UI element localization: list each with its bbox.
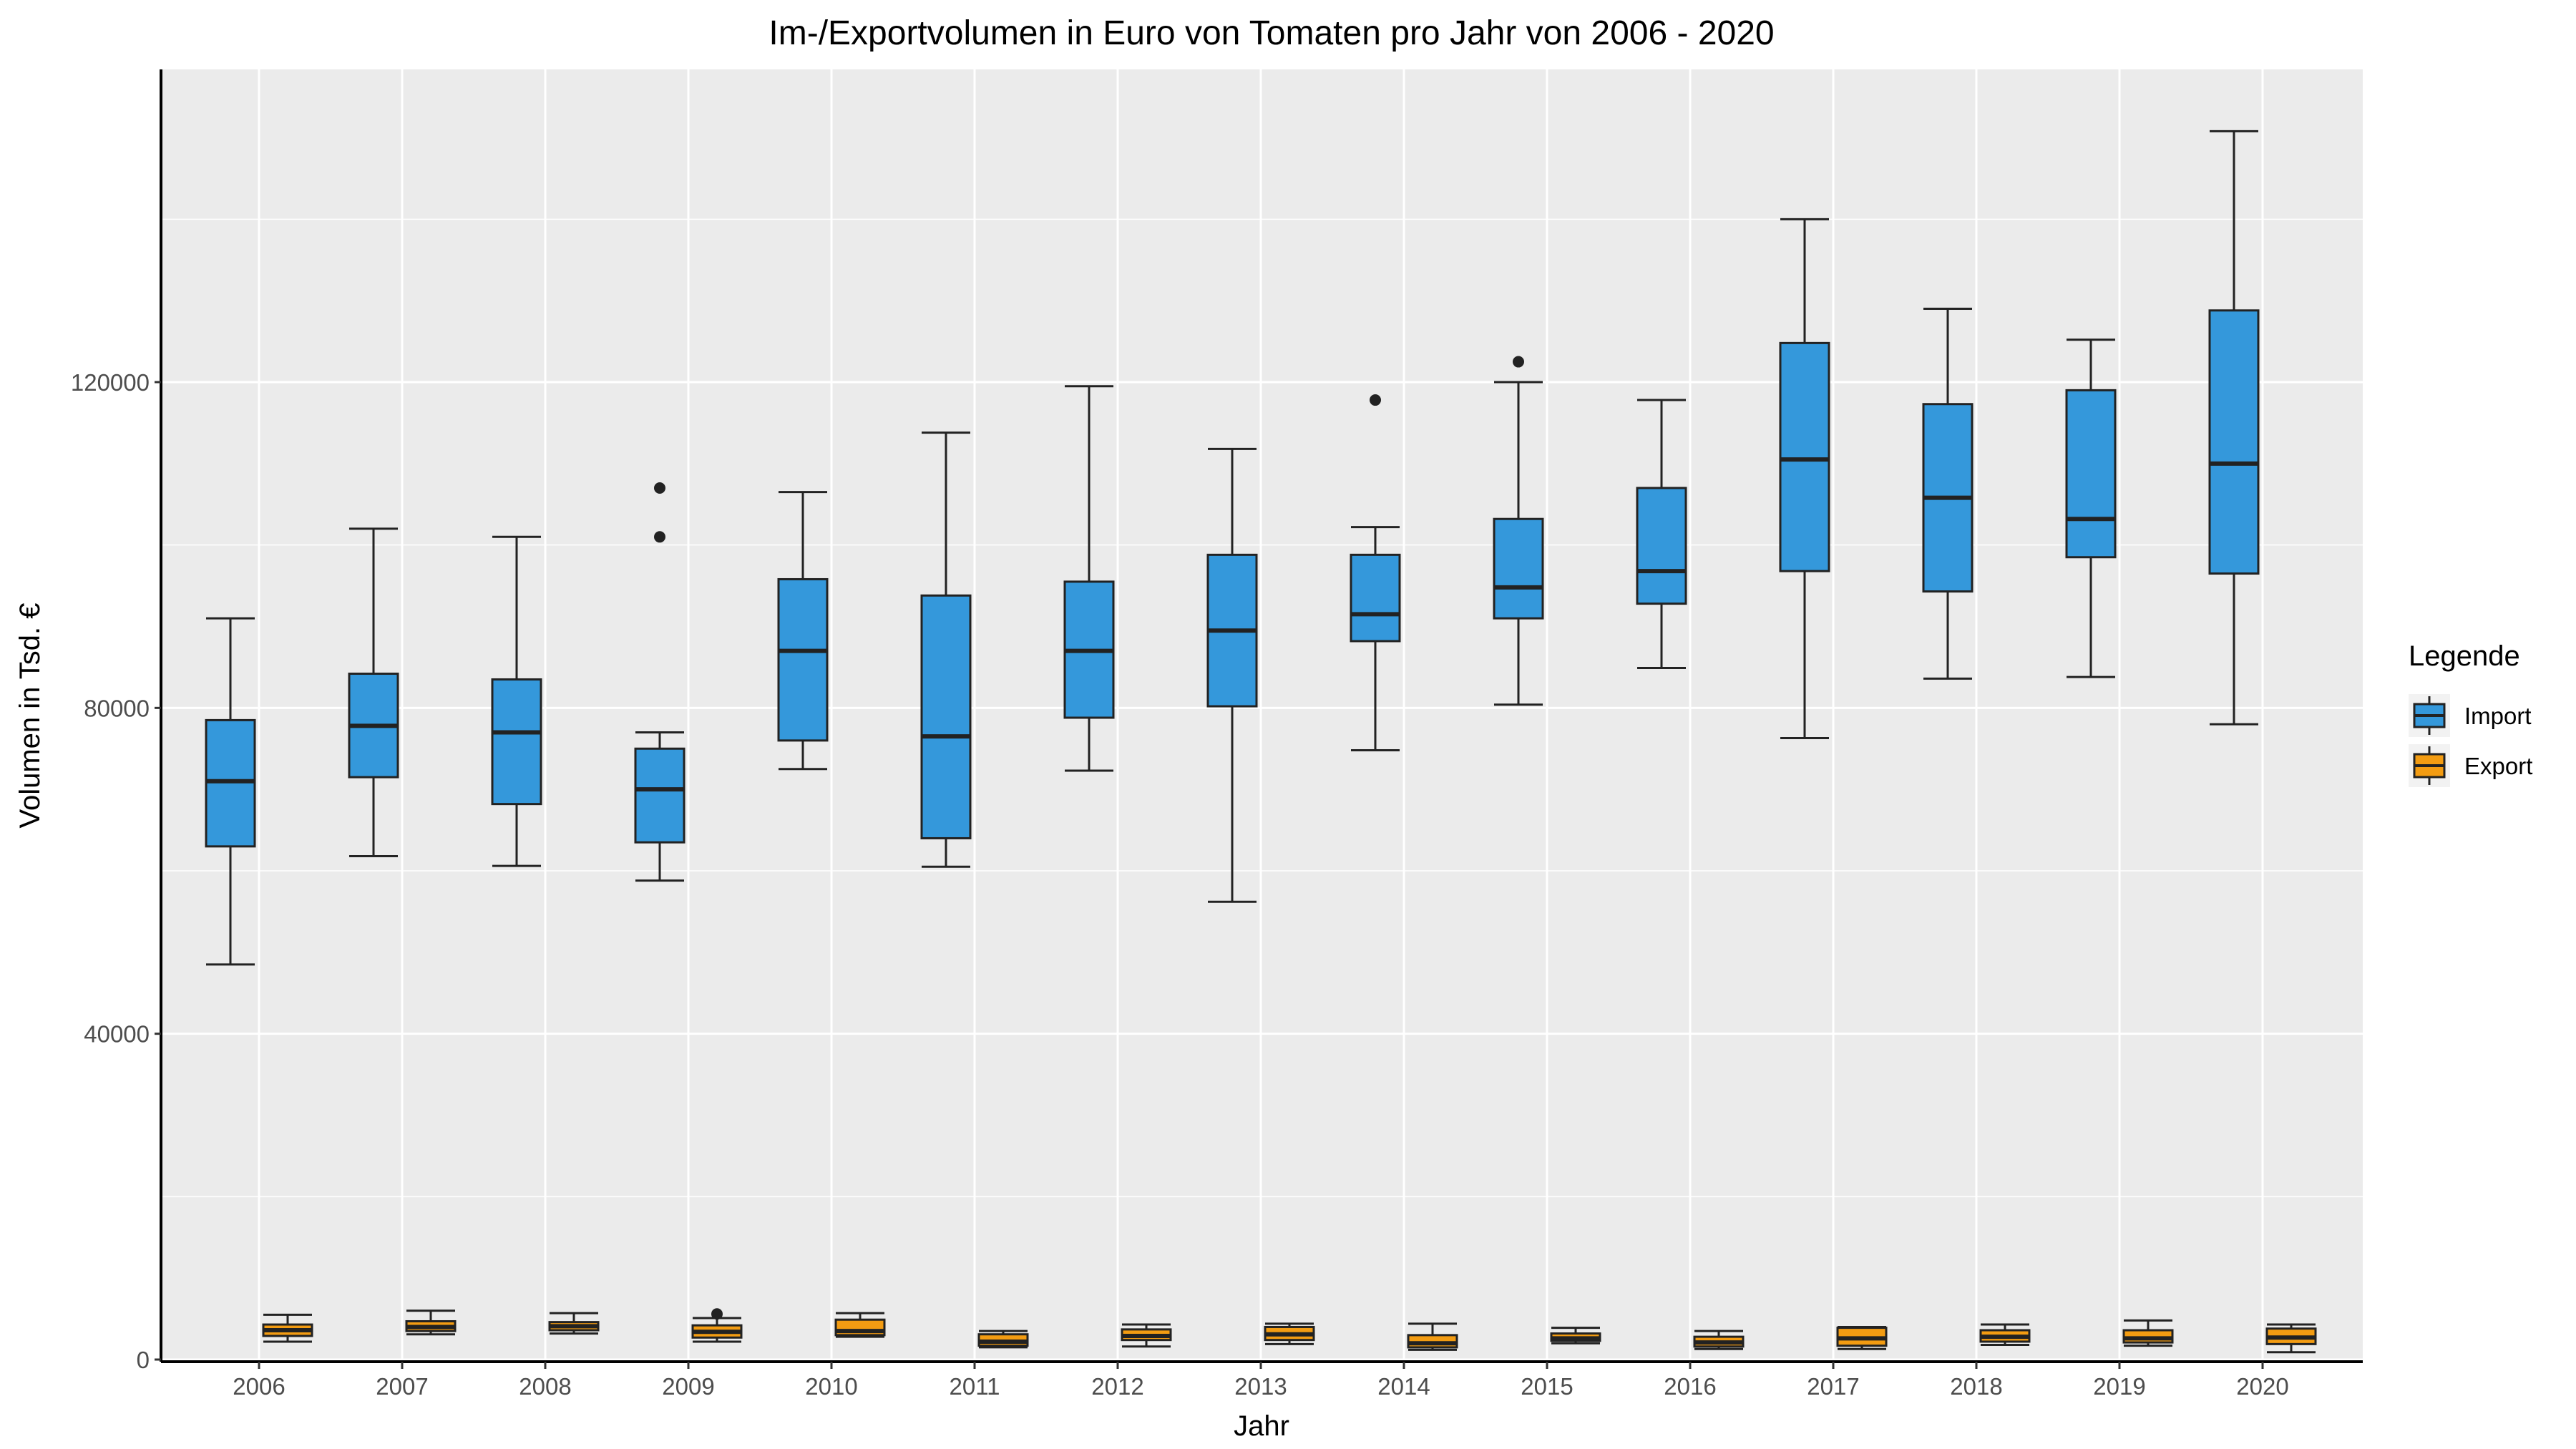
box-export-2020 [2265, 1323, 2317, 1354]
x-ticks: 2006 2007 2008 2009 2010 2011 2012 2013 2014 2015… [233, 1362, 2289, 1400]
x-tick-label: 2009 [662, 1373, 714, 1400]
box-export-2010 [834, 1312, 886, 1338]
box-import-2016 [1636, 399, 1687, 670]
box-export-2014 [1407, 1322, 1458, 1351]
box-export-2007 [405, 1309, 457, 1336]
box-body [1779, 341, 1830, 572]
box-import-2006 [205, 617, 256, 966]
x-tick-label: 2014 [1377, 1373, 1430, 1400]
x-tick-label: 2017 [1807, 1373, 1859, 1400]
box-import-2013 [1206, 447, 1258, 903]
grid-major [161, 69, 2363, 1362]
y-tick-label: 120000 [71, 369, 150, 396]
legend-label-import: Import [2464, 703, 2532, 729]
x-tick-label: 2016 [1664, 1373, 1716, 1400]
box-import-2012 [1063, 385, 1115, 772]
y-tick-label: 80000 [84, 695, 150, 721]
x-tick-label: 2012 [1091, 1373, 1143, 1400]
y-ticks: 0 40000 80000 120000 [71, 369, 161, 1373]
box-body [777, 577, 829, 742]
y-axis-title: Volumen in Tsd. € [14, 602, 46, 828]
x-tick-label: 2013 [1234, 1373, 1287, 1400]
box-export-2016 [1693, 1330, 1745, 1350]
box-import-2015 [1493, 356, 1544, 706]
y-tick-label: 40000 [84, 1021, 150, 1048]
box-body [2208, 309, 2260, 575]
box-import-2018 [1922, 308, 1974, 680]
box-export-2013 [1264, 1322, 1315, 1345]
box-export-2012 [1121, 1323, 1172, 1348]
outlier-point [711, 1308, 723, 1320]
box-body [1350, 553, 1401, 643]
box-body [491, 678, 542, 806]
outlier-point [1370, 394, 1381, 406]
x-tick-label: 2011 [950, 1373, 1000, 1400]
box-import-2010 [777, 491, 829, 771]
box-import-2017 [1779, 218, 1830, 739]
box-export-2015 [1550, 1327, 1601, 1345]
x-tick-label: 2007 [376, 1373, 428, 1400]
chart-title: Im-/Exportvolumen in Euro von Tomaten pr… [769, 14, 1774, 52]
box-export-2017 [1836, 1325, 1888, 1350]
legend: Legende Import Export [2409, 640, 2532, 787]
x-tick-label: 2006 [233, 1373, 285, 1400]
x-tick-label: 2020 [2236, 1373, 2288, 1400]
box-body [634, 747, 686, 844]
box-import-2019 [2065, 338, 2117, 678]
box-import-2011 [920, 431, 972, 868]
y-tick-label: 0 [137, 1347, 150, 1373]
box-export-2009 [691, 1308, 743, 1343]
box-body [1636, 487, 1687, 605]
x-tick-label: 2008 [519, 1373, 571, 1400]
legend-keys: Import Export [2409, 694, 2532, 787]
box-body [1493, 517, 1544, 620]
outlier-point [654, 482, 665, 494]
box-import-2009 [634, 482, 686, 882]
x-axis-title: Jahr [1234, 1410, 1289, 1442]
x-tick-label: 2019 [2093, 1373, 2145, 1400]
box-import-2014 [1350, 394, 1401, 752]
box-body [2065, 389, 2117, 559]
x-tick-label: 2010 [805, 1373, 857, 1400]
box-export-2006 [262, 1313, 313, 1343]
box-export-2008 [548, 1312, 600, 1335]
legend-key-import: Import [2409, 694, 2532, 737]
box-body [920, 594, 972, 839]
x-tick-label: 2015 [1521, 1373, 1573, 1400]
legend-title: Legende [2409, 640, 2520, 672]
outlier-point [654, 531, 665, 543]
x-tick-label: 2018 [1950, 1373, 2002, 1400]
box-import-2008 [491, 535, 542, 867]
box-import-2020 [2208, 130, 2260, 726]
box-import-2007 [348, 527, 399, 858]
box-export-2019 [2122, 1319, 2174, 1347]
box-export-2011 [977, 1330, 1029, 1349]
boxes [205, 130, 2317, 1354]
legend-label-export: Export [2464, 753, 2532, 779]
box-export-2018 [1979, 1323, 2031, 1347]
outlier-point [1513, 356, 1524, 368]
legend-key-export: Export [2409, 744, 2532, 787]
